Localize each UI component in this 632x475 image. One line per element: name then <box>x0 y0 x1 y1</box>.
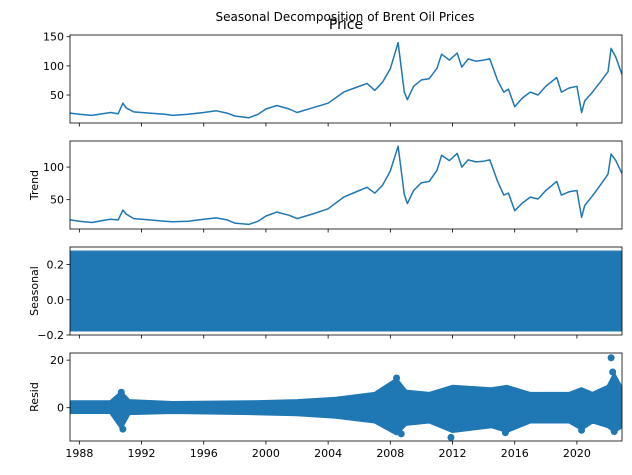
resid-envelope <box>70 372 622 436</box>
series-line <box>70 145 622 226</box>
y-tick-label: 20 <box>50 354 64 367</box>
x-tick-label: 1996 <box>190 447 218 460</box>
panel-resid: 0 20 1988 1992 1996 2000 2004 2008 2012 2016 2020 R… <box>28 352 623 460</box>
y-tick-label: 100 <box>43 161 64 174</box>
resid-point <box>117 388 125 396</box>
resid-point <box>397 430 405 438</box>
resid-point <box>447 433 455 441</box>
resid-point <box>610 427 618 435</box>
resid-point <box>393 374 401 382</box>
y-axis-label: Resid <box>28 382 41 412</box>
x-tick-label: 2008 <box>376 447 404 460</box>
series-line <box>70 41 622 119</box>
y-tick-label: −0.2 <box>37 329 64 342</box>
y-tick-label: 150 <box>43 31 64 44</box>
x-tick-label: 2000 <box>252 447 280 460</box>
y-tick-label: 50 <box>50 194 64 207</box>
axes-frame <box>69 34 623 124</box>
resid-point <box>501 429 509 437</box>
y-axis-label: Trend <box>28 170 41 201</box>
plot-area <box>70 41 622 119</box>
y-tick-label: 100 <box>43 60 64 73</box>
resid-point <box>119 425 127 433</box>
resid-point <box>609 368 617 376</box>
panel-observed: 50 100 150 Price <box>43 17 623 127</box>
y-axis-label: Seasonal <box>28 266 41 316</box>
y-tick-label: 0.0 <box>47 294 65 307</box>
plot-area <box>70 250 622 332</box>
panel-title: Price <box>329 17 363 33</box>
axes-frame <box>69 246 623 336</box>
x-tick-label: 2020 <box>563 447 591 460</box>
x-tick-label: 2012 <box>439 447 467 460</box>
y-tick-label: 0.2 <box>47 259 65 272</box>
x-tick-label: 2004 <box>314 447 342 460</box>
axes-frame <box>69 352 623 442</box>
seasonal-band <box>70 250 622 332</box>
panel-seasonal: −0.2 0.0 0.2 Seasonal <box>28 246 623 342</box>
resid-point <box>607 354 615 362</box>
x-tick-label: 1992 <box>128 447 156 460</box>
y-tick-label: 50 <box>50 89 64 102</box>
figure-suptitle: Seasonal Decomposition of Brent Oil Pric… <box>216 10 475 24</box>
resid-point <box>578 426 586 434</box>
plot-area <box>70 145 622 226</box>
plot-area <box>70 354 622 441</box>
x-tick-label: 1988 <box>65 447 93 460</box>
axes-frame <box>69 140 623 230</box>
x-tick-label: 2016 <box>501 447 529 460</box>
y-tick-label: 0 <box>57 402 64 415</box>
